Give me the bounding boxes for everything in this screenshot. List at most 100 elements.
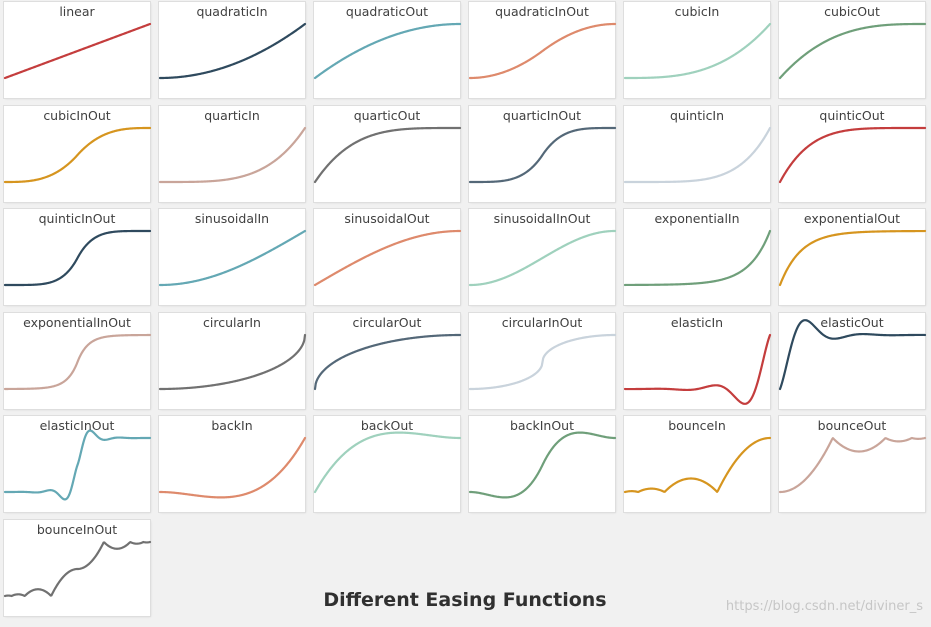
panel-label: quadraticOut xyxy=(345,4,429,19)
chart-panel-circularOut: circularOut xyxy=(313,313,462,409)
chart-panel-elasticIn: elasticIn xyxy=(623,313,772,409)
chart-panel-quarticOut: quarticOut xyxy=(313,106,462,202)
curve-svg-elasticIn xyxy=(623,333,772,405)
series-line-circularIn xyxy=(158,333,307,391)
panel-label: elasticInOut xyxy=(39,418,115,433)
chart-panel-backIn: backIn xyxy=(158,416,307,512)
curve-svg-backInOut xyxy=(468,431,617,499)
series-line-bounceOut xyxy=(778,436,927,494)
curve-svg-circularIn xyxy=(158,333,307,391)
panel-label: quinticOut xyxy=(819,108,885,123)
chart-panel-backOut: backOut xyxy=(313,416,462,512)
series-line-sinusoidalIn xyxy=(158,229,307,287)
chart-panel-cubicOut: cubicOut xyxy=(778,2,927,98)
curve-svg-cubicOut xyxy=(778,22,927,80)
chart-panel-exponentialInOut: exponentialInOut xyxy=(3,313,152,409)
series-line-elasticIn xyxy=(623,333,772,405)
chart-panel-sinusoidalInOut: sinusoidalInOut xyxy=(468,209,617,305)
series-line-bounceInOut xyxy=(3,540,152,598)
series-line-quinticIn xyxy=(623,126,772,184)
chart-panel-quinticOut: quinticOut xyxy=(778,106,927,202)
panel-label: quadraticIn xyxy=(196,4,268,19)
chart-panel-quinticIn: quinticIn xyxy=(623,106,772,202)
panel-label: quarticInOut xyxy=(502,108,582,123)
series-line-backIn xyxy=(158,436,307,499)
series-line-linear xyxy=(3,22,152,80)
chart-panel-quadraticInOut: quadraticInOut xyxy=(468,2,617,98)
panel-label: quinticInOut xyxy=(38,211,116,226)
chart-panel-cubicIn: cubicIn xyxy=(623,2,772,98)
panel-label: circularInOut xyxy=(501,315,583,330)
series-line-backInOut xyxy=(468,431,617,499)
chart-panel-exponentialIn: exponentialIn xyxy=(623,209,772,305)
series-line-cubicInOut xyxy=(3,126,152,184)
series-line-exponentialInOut xyxy=(3,333,152,391)
series-line-circularOut xyxy=(313,333,462,391)
panel-label: circularOut xyxy=(352,315,422,330)
panel-label: quarticOut xyxy=(353,108,421,123)
chart-panel-bounceIn: bounceIn xyxy=(623,416,772,512)
curve-svg-quadraticOut xyxy=(313,22,462,80)
series-line-backOut xyxy=(313,431,462,494)
chart-panel-linear: linear xyxy=(3,2,152,98)
series-line-quadraticIn xyxy=(158,22,307,80)
series-line-cubicOut xyxy=(778,22,927,80)
series-line-sinusoidalInOut xyxy=(468,229,617,287)
chart-panel-quarticIn: quarticIn xyxy=(158,106,307,202)
curve-svg-quadraticIn xyxy=(158,22,307,80)
panel-label: exponentialOut xyxy=(803,211,901,226)
chart-panel-cubicInOut: cubicInOut xyxy=(3,106,152,202)
curve-svg-sinusoidalInOut xyxy=(468,229,617,287)
curve-svg-circularOut xyxy=(313,333,462,391)
panel-label: quadraticInOut xyxy=(495,4,589,19)
curve-svg-exponentialOut xyxy=(778,229,927,287)
chart-panel-elasticInOut: elasticInOut xyxy=(3,416,152,512)
panel-label: elasticOut xyxy=(820,315,884,330)
panel-label: bounceInOut xyxy=(36,522,118,537)
panel-label: bounceOut xyxy=(817,418,887,433)
panel-label: cubicIn xyxy=(674,4,720,19)
curve-svg-exponentialIn xyxy=(623,229,772,287)
curve-svg-quarticIn xyxy=(158,126,307,184)
chart-panel-bounceInOut: bounceInOut xyxy=(3,520,152,616)
panel-label: bounceIn xyxy=(668,418,726,433)
series-line-bounceIn xyxy=(623,436,772,494)
series-line-exponentialOut xyxy=(778,229,927,287)
panel-label: backInOut xyxy=(510,418,574,433)
chart-panel-quadraticOut: quadraticOut xyxy=(313,2,462,98)
curve-svg-quinticInOut xyxy=(3,229,152,287)
panel-label: exponentialInOut xyxy=(23,315,131,330)
chart-panel-quadraticIn: quadraticIn xyxy=(158,2,307,98)
panel-label: exponentialIn xyxy=(654,211,740,226)
series-line-cubicIn xyxy=(623,22,772,80)
chart-panel-bounceOut: bounceOut xyxy=(778,416,927,512)
curve-svg-cubicInOut xyxy=(3,126,152,184)
curve-svg-exponentialInOut xyxy=(3,333,152,391)
chart-title: Different Easing Functions xyxy=(323,589,607,611)
panel-label: cubicInOut xyxy=(43,108,111,123)
panel-label: linear xyxy=(59,4,95,19)
panel-label: backIn xyxy=(211,418,253,433)
series-line-exponentialIn xyxy=(623,229,772,287)
panel-label: cubicOut xyxy=(824,4,880,19)
chart-panel-quarticInOut: quarticInOut xyxy=(468,106,617,202)
curve-svg-quinticIn xyxy=(623,126,772,184)
curve-svg-elasticOut xyxy=(778,319,927,391)
chart-panel-exponentialOut: exponentialOut xyxy=(778,209,927,305)
panel-label: sinusoidalOut xyxy=(344,211,430,226)
chart-panel-circularIn: circularIn xyxy=(158,313,307,409)
panel-label: sinusoidalIn xyxy=(194,211,270,226)
watermark: https://blog.csdn.net/diviner_s xyxy=(725,599,923,614)
series-line-circularInOut xyxy=(468,333,617,391)
series-line-quinticInOut xyxy=(3,229,152,287)
series-line-quarticOut xyxy=(313,126,462,184)
panel-label: quinticIn xyxy=(669,108,725,123)
curve-svg-backIn xyxy=(158,436,307,499)
panel-label: sinusoidalInOut xyxy=(493,211,591,226)
curve-svg-sinusoidalOut xyxy=(313,229,462,287)
chart-panel-elasticOut: elasticOut xyxy=(778,313,927,409)
curve-svg-quinticOut xyxy=(778,126,927,184)
chart-panel-backInOut: backInOut xyxy=(468,416,617,512)
series-line-quarticInOut xyxy=(468,126,617,184)
curve-svg-quadraticInOut xyxy=(468,22,617,80)
